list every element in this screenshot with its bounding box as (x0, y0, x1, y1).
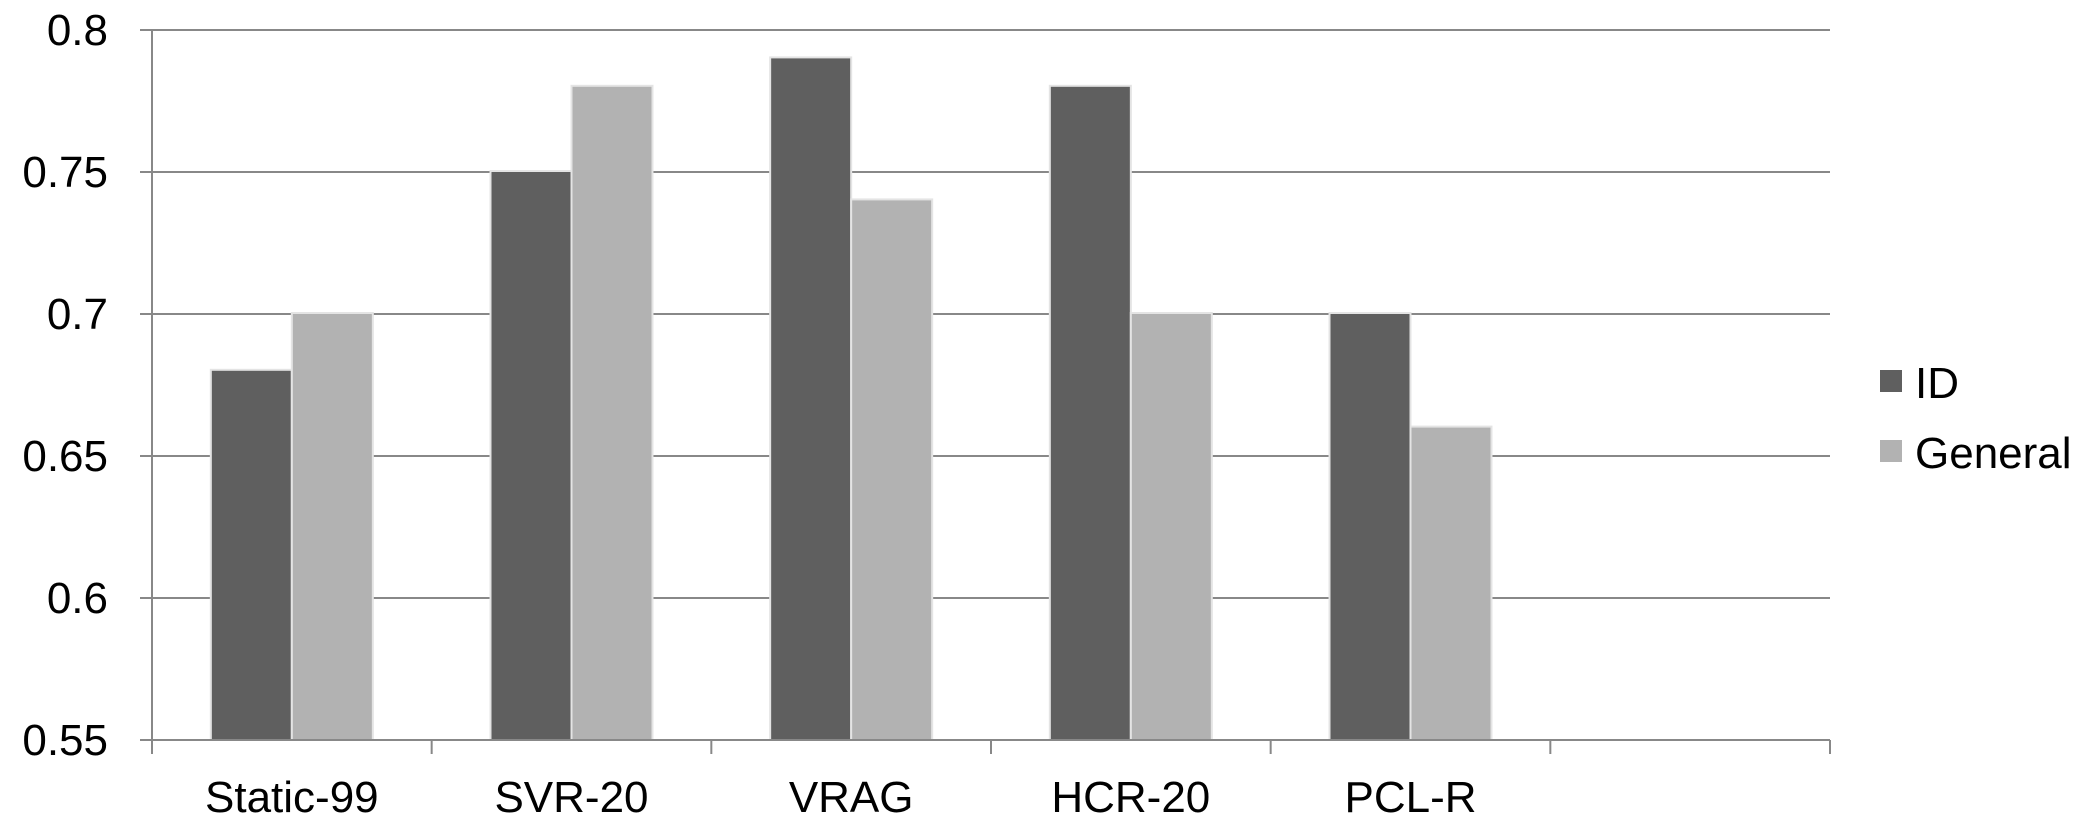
bar-general-vrag (852, 200, 932, 740)
x-tick-label: PCL-R (1344, 773, 1476, 821)
y-tick-label: 0.75 (22, 148, 108, 197)
bar-general-static-99 (292, 314, 372, 740)
bar-general-svr-20 (572, 86, 652, 741)
legend-swatch-id (1880, 370, 1902, 392)
x-tick-label: SVR-20 (494, 773, 648, 821)
y-tick-label: 0.6 (47, 574, 108, 623)
bar-id-static-99 (211, 370, 291, 740)
gridlines (152, 29, 1830, 599)
legend-label-id: ID (1915, 359, 1959, 408)
x-tick-labels: Static-99 SVR-20 VRAG HCR-20 PCL-R (205, 773, 1477, 821)
bar-general-hcr-20 (1131, 314, 1211, 740)
y-tick-label: 0.55 (22, 716, 108, 765)
x-tick-label: VRAG (789, 773, 914, 821)
y-tick-label: 0.8 (47, 6, 108, 55)
x-tick-label: HCR-20 (1051, 773, 1210, 821)
bars (209, 56, 1493, 741)
bar-id-hcr-20 (1050, 86, 1130, 741)
bar-id-vrag (771, 58, 851, 740)
x-tick-label: Static-99 (205, 773, 379, 821)
bar-general-pcl-r (1411, 427, 1491, 740)
legend-label-general: General (1915, 429, 2072, 478)
legend-swatch-general (1880, 440, 1902, 462)
y-tick-label: 0.65 (22, 432, 108, 481)
legend: ID General (1880, 359, 2072, 478)
y-tick-label: 0.7 (47, 290, 108, 339)
axes (140, 29, 1831, 754)
bar-id-pcl-r (1330, 314, 1410, 740)
bar-id-svr-20 (491, 172, 571, 740)
y-tick-labels: 0.55 0.6 0.65 0.7 0.75 0.8 (22, 6, 108, 765)
